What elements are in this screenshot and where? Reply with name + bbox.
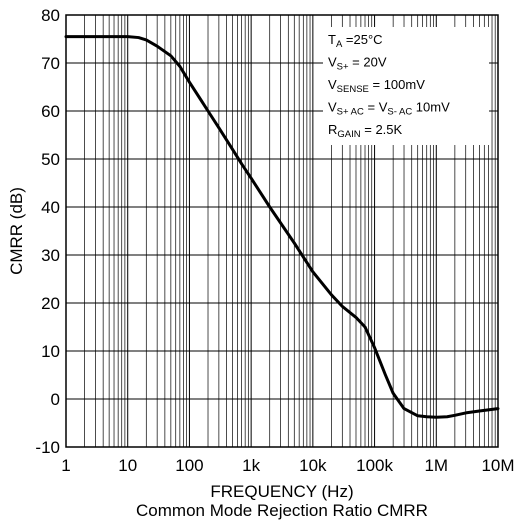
annotation-text: V bbox=[328, 100, 337, 115]
series-layer bbox=[64, 35, 500, 419]
annotation-text: = 2.5K bbox=[361, 122, 403, 137]
annotation-subscript: A bbox=[336, 39, 343, 50]
annotation-text: R bbox=[328, 122, 337, 137]
plot-frame bbox=[65, 14, 499, 448]
x-tick-label: 10 bbox=[118, 456, 137, 475]
y-tick-label: 40 bbox=[41, 198, 60, 217]
annotation-line: RGAIN = 2.5K bbox=[328, 122, 403, 140]
x-tick-label: 1M bbox=[424, 456, 448, 475]
cmrr-curve bbox=[64, 35, 500, 419]
annotation-line: VSENSE = 100mV bbox=[328, 77, 425, 95]
y-tick-label: 70 bbox=[41, 54, 60, 73]
x-tick-label: 100 bbox=[175, 456, 203, 475]
y-tick-labels: -10 0 10 20 30 40 50 60 70 80 bbox=[35, 6, 60, 457]
annotation-line: TA =25°C bbox=[328, 32, 383, 50]
annotation-subscript: S+ bbox=[337, 62, 349, 73]
y-tick-label: 50 bbox=[41, 150, 60, 169]
x-tick-label: 10M bbox=[481, 456, 514, 475]
annotation-text: = 20V bbox=[349, 55, 387, 70]
y-tick-label: 20 bbox=[41, 294, 60, 313]
annotation-text: = V bbox=[364, 100, 388, 115]
y-tick-label: 0 bbox=[51, 390, 60, 409]
y-tick-label: -10 bbox=[35, 438, 60, 457]
annotation-subscript: SENSE bbox=[337, 84, 369, 95]
y-tick-label: 30 bbox=[41, 246, 60, 265]
y-tick-label: 60 bbox=[41, 102, 60, 121]
x-axis-label: FREQUENCY (Hz) bbox=[210, 482, 353, 501]
annotation-text: 10mV bbox=[412, 100, 450, 115]
annotation-subscript: S- AC bbox=[387, 107, 412, 118]
annotation-text: = 100mV bbox=[369, 77, 425, 92]
annotation-subscript: S+ AC bbox=[337, 107, 364, 118]
annotation-background bbox=[323, 27, 489, 145]
x-tick-label: 10k bbox=[299, 456, 327, 475]
y-tick-label: 80 bbox=[41, 6, 60, 25]
annotation-text: V bbox=[328, 55, 337, 70]
annotation-line: VS+ = 20V bbox=[328, 55, 387, 73]
annotation-subscript: GAIN bbox=[337, 129, 360, 140]
annotation-line: VS+ AC = VS- AC 10mV bbox=[328, 100, 450, 118]
annotation-text: V bbox=[328, 77, 337, 92]
x-tick-label: 100k bbox=[356, 456, 393, 475]
annotation-text: T bbox=[328, 32, 336, 47]
x-tick-label: 1k bbox=[242, 456, 260, 475]
y-tick-label: 10 bbox=[41, 342, 60, 361]
annotation-text: =25°C bbox=[342, 32, 382, 47]
minor-gridlines bbox=[84, 15, 496, 447]
chart-title: Common Mode Rejection Ratio CMRR bbox=[136, 501, 428, 520]
x-tick-labels: 1 10 100 1k 10k 100k 1M 10M bbox=[61, 456, 514, 475]
y-axis-label: CMRR (dB) bbox=[7, 187, 26, 275]
x-tick-label: 1 bbox=[61, 456, 70, 475]
